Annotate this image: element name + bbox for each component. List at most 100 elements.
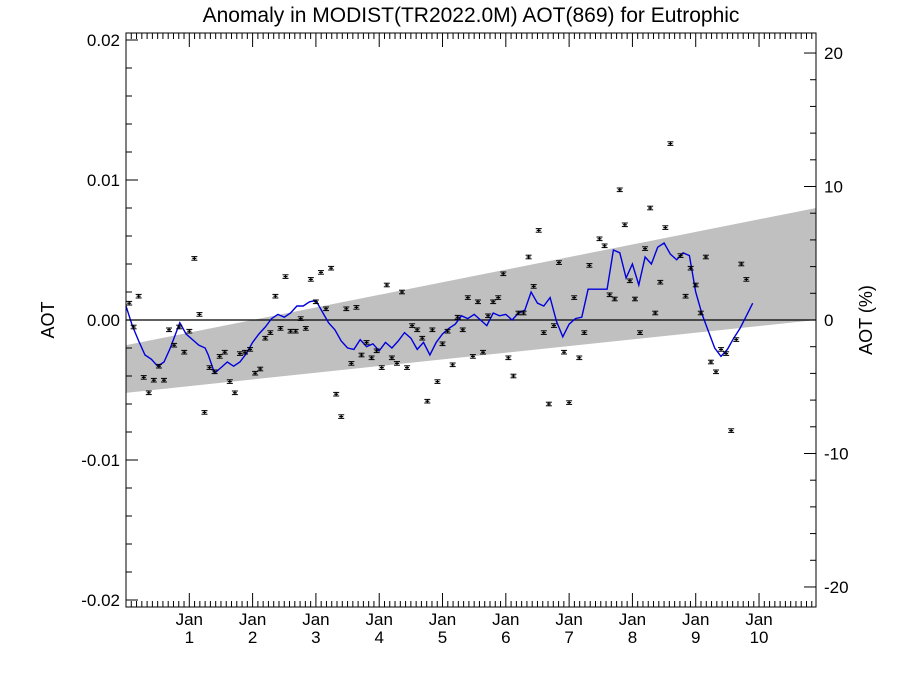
data-point [500,271,507,277]
data-point [485,313,492,319]
data-point [363,340,370,345]
data-point [626,278,633,284]
data-point [642,246,649,251]
running-mean-line [125,242,754,375]
data-point [505,355,512,361]
y-tick-label: 0.02 [87,31,120,50]
data-point [393,361,400,366]
x-tick-label-month: Jan [176,610,203,629]
data-point [211,369,218,375]
data-point [545,401,552,407]
data-point [176,324,183,330]
data-point [378,365,385,370]
data-point [561,349,568,355]
data-point [555,260,562,265]
data-point [692,282,699,288]
data-point [155,363,162,369]
data-point [383,282,390,288]
data-point [328,265,335,271]
data-point [126,300,133,306]
data-point [662,225,669,230]
data-point [150,377,157,383]
data-point [171,342,178,348]
data-point [606,292,613,298]
data-point [621,222,628,228]
data-point [718,347,725,352]
data-point [474,299,481,305]
x-tick-label-month: Jan [682,610,709,629]
data-point [611,296,618,302]
data-point [657,279,664,285]
data-point [707,359,714,365]
data-point [743,277,750,282]
data-point [525,254,532,260]
x-tick-label-month: Jan [745,610,772,629]
data-point [221,349,228,355]
data-point [515,310,522,316]
data-point [399,289,405,295]
x-tick-label-year: 4 [374,628,383,647]
x-tick-label-year: 3 [311,628,320,647]
data-point [231,390,238,396]
data-point [302,326,309,331]
data-point [297,316,304,321]
data-point [307,277,314,282]
data-point [682,293,689,299]
data-point [459,327,466,333]
data-point [540,330,547,335]
data-point [449,362,456,368]
data-point [586,263,593,268]
data-point [160,377,167,383]
data-point [520,310,527,316]
data-point [267,330,274,335]
data-point [130,324,137,330]
data-point [439,341,446,347]
data-point [206,365,213,370]
data-point [667,141,674,146]
y-tick-label: -0.02 [81,591,120,610]
data-point [333,391,340,397]
data-point [652,310,659,316]
data-point [272,293,279,299]
data-point [490,299,497,305]
data-point [201,410,208,415]
data-point [414,327,421,333]
data-point [723,351,730,356]
data-point [429,327,436,333]
data-point [368,355,375,361]
y-right-tick-label: 0 [824,311,833,330]
data-point [728,428,735,433]
data-point [409,323,416,328]
y-right-tick-label: 20 [824,44,843,63]
x-tick-label-year: 7 [564,628,573,647]
chart-title: Anomaly in MODIST(TR2022.0M) AOT(869) fo… [203,4,740,27]
y-tick-label: 0.00 [87,311,120,330]
data-point [277,326,284,331]
data-point [535,228,542,233]
data-point [581,330,588,335]
data-point [348,361,355,366]
data-point [312,299,319,305]
data-point [181,349,188,355]
data-point [242,349,249,355]
y-tick-label: 0.01 [87,171,120,190]
data-point [454,314,461,320]
data-point [616,187,623,193]
y-tick-label: -0.01 [81,451,120,470]
y-axis-title: AOT [38,301,58,338]
data-point [282,274,289,279]
data-point [186,328,193,334]
data-point [196,312,203,317]
x-tick-label-year: 6 [501,628,510,647]
data-point [434,379,441,384]
x-tick-label-month: Jan [302,610,329,629]
data-point [738,261,745,267]
x-tick-label-month: Jan [429,610,456,629]
data-point [469,354,476,359]
data-point [480,349,487,355]
data-point [257,366,264,372]
x-tick-label-year: 10 [750,628,769,647]
x-tick-label-year: 8 [628,628,637,647]
data-point [444,328,451,334]
data-point [530,284,537,289]
